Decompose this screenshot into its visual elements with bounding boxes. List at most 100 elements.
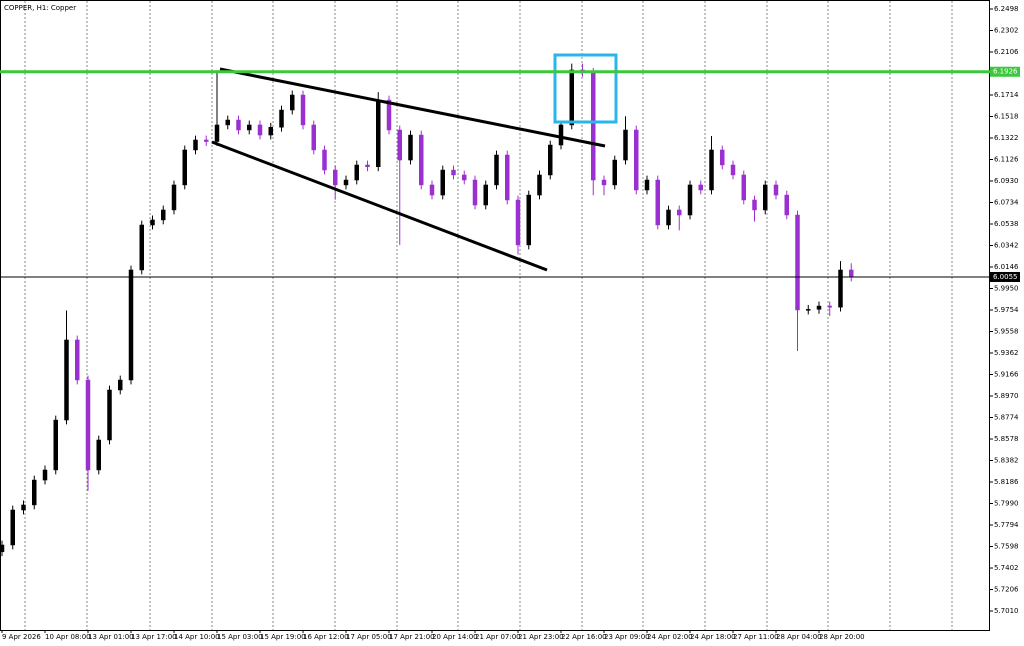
x-tick-label: 21 Apr 23:00 (518, 633, 564, 641)
candle-body (773, 184, 779, 196)
candle-body (838, 269, 843, 308)
candle-body (118, 379, 123, 391)
level-label-box (990, 66, 1020, 77)
candle-body (333, 169, 338, 186)
candle-body (182, 149, 187, 186)
candle-body (376, 99, 381, 167)
x-tick-label: 24 Apr 02:00 (647, 633, 693, 641)
x-tick-label: 14 Apr 10:00 (174, 633, 220, 641)
candle-body (451, 169, 456, 176)
candle-body (128, 269, 134, 381)
candle-body (526, 194, 531, 246)
candle-body (601, 179, 607, 186)
candle-body (311, 124, 316, 151)
y-tick-label: 5.7598 (994, 543, 1019, 551)
candle-body (85, 379, 91, 471)
y-tick-label: 5.8774 (994, 414, 1019, 422)
y-tick-label: 5.8382 (994, 457, 1019, 465)
candle-body (290, 94, 295, 111)
y-tick-label: 5.8578 (994, 435, 1019, 443)
candle-body (558, 124, 564, 146)
candle-body (10, 509, 15, 546)
candle-body (21, 504, 26, 511)
candle-body (0, 544, 5, 553)
trend-line (211, 140, 548, 272)
candle-body (634, 129, 639, 191)
y-tick-label: 6.0734 (994, 199, 1019, 207)
candle-body (698, 184, 703, 191)
candle-body (623, 129, 628, 161)
y-tick-label: 5.7990 (994, 500, 1019, 508)
y-tick-label: 5.9558 (994, 328, 1019, 336)
candle-body (150, 219, 155, 226)
x-tick-label: 13 Apr 17:00 (131, 633, 177, 641)
candle-body (386, 99, 392, 131)
candle-body (515, 199, 521, 246)
x-tick-label: 17 Apr 21:00 (389, 633, 435, 641)
y-tick-label: 5.8970 (994, 392, 1019, 400)
candle-body (322, 149, 327, 171)
candle-body (53, 419, 58, 471)
x-tick-label: 21 Apr 07:00 (475, 633, 521, 641)
y-tick-label: 6.1322 (994, 134, 1019, 142)
candle-body (343, 179, 349, 186)
candle-body (171, 184, 177, 211)
y-tick-label: 5.8186 (994, 478, 1019, 486)
candle-body (591, 72, 596, 181)
candle-body (96, 439, 101, 471)
y-tick-label: 5.7402 (994, 564, 1019, 572)
y-tick-label: 5.9362 (994, 349, 1019, 357)
y-tick-label: 6.0930 (994, 177, 1019, 185)
candle-body (806, 309, 811, 311)
candle-body (139, 224, 144, 271)
y-tick-label: 6.2106 (994, 48, 1019, 56)
candle-body (537, 174, 542, 196)
candle-body (300, 94, 306, 126)
x-tick-label: 20 Apr 14:00 (432, 633, 478, 641)
candle-body (247, 124, 252, 131)
candle-body (795, 214, 800, 311)
candle-body (214, 124, 220, 142)
marks (0, 63, 854, 557)
candle-body (419, 134, 424, 186)
candle-body (204, 139, 209, 142)
candle-body (816, 305, 822, 310)
y-tick-label: 6.0538 (994, 220, 1019, 228)
plot-frame (0, 0, 990, 631)
x-tick-label: 24 Apr 18:00 (690, 633, 736, 641)
x-tick-label: 22 Apr 16:00 (561, 633, 607, 641)
y-tick-label: 6.1518 (994, 113, 1019, 121)
candle-body (752, 199, 757, 211)
candle-body (365, 164, 370, 167)
x-tick-label: 23 Apr 09:00 (604, 633, 650, 641)
x-tick-label: 10 Apr 08:00 (45, 633, 91, 641)
x-tick-label: 15 Apr 19:00 (260, 633, 306, 641)
candle-body (408, 134, 413, 161)
candle-body (494, 154, 499, 186)
y-tick-label: 5.7794 (994, 521, 1019, 529)
candle-body (569, 69, 574, 126)
candle-body (763, 184, 768, 211)
y-tick-label: 6.1714 (994, 91, 1019, 99)
candle-body (730, 164, 736, 176)
candle-body (505, 154, 510, 201)
candle-body (677, 209, 682, 216)
candle-body (709, 149, 714, 191)
y-tick-label: 6.0342 (994, 242, 1019, 250)
candle-body (462, 174, 467, 181)
candle-body (849, 269, 854, 278)
x-tick-label: 27 Apr 11:00 (733, 633, 779, 641)
candle-body (687, 184, 693, 216)
x-tick-label: 28 Apr 04:00 (776, 633, 822, 641)
candle-body (472, 179, 478, 206)
trend-line (219, 67, 606, 148)
y-tick-label: 6.2498 (994, 5, 1019, 13)
x-tick-label: 16 Apr 12:00 (303, 633, 349, 641)
candle-body (279, 109, 284, 128)
candle-body (655, 179, 660, 226)
x-tick-label: 28 Apr 20:00 (819, 633, 865, 641)
highlight-box (553, 53, 618, 124)
x-tick-label: 13 Apr 01:00 (88, 633, 134, 641)
candle-body (257, 124, 263, 136)
